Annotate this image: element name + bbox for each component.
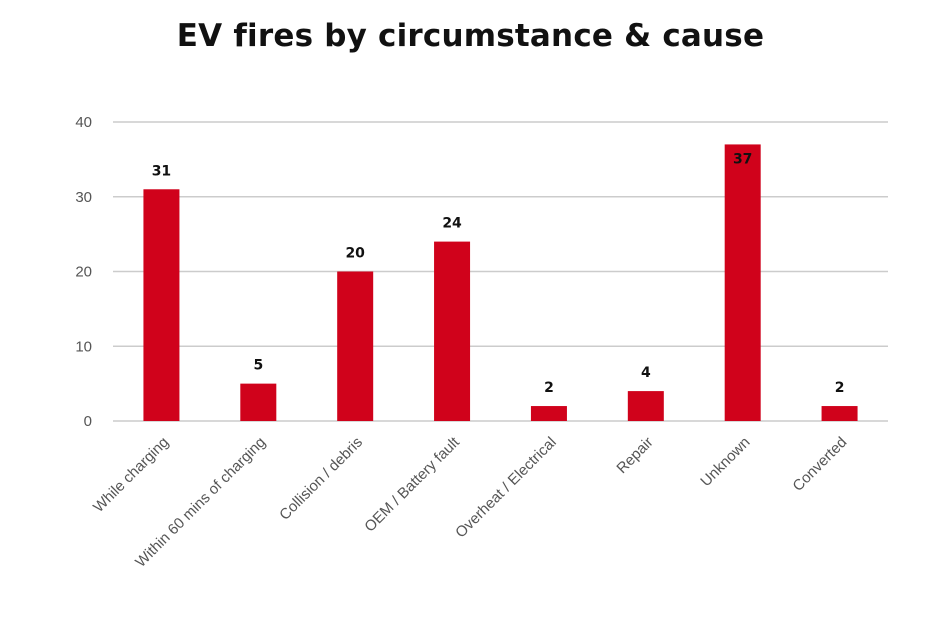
data-label-1: 5 — [253, 358, 263, 374]
x-category-label-5: Repair — [613, 434, 656, 477]
x-category-label-2: Collision / debris — [276, 434, 366, 524]
y-axis-ticks: 0 10 20 30 40 — [75, 114, 92, 430]
bar-within-60-mins-of-charging — [240, 383, 277, 421]
data-label-2: 20 — [345, 246, 365, 262]
y-tick-label-20: 20 — [75, 264, 92, 281]
bar-repair — [627, 391, 664, 421]
x-category-label-3: OEM / Battery fault — [361, 433, 463, 535]
data-label-6: 37 — [733, 151, 752, 167]
bar-collision-debris — [337, 271, 374, 421]
y-tick-label-0: 0 — [84, 413, 92, 430]
x-category-label-0: While charging — [90, 434, 172, 516]
x-category-label-7: Converted — [789, 434, 850, 495]
data-label-3: 24 — [442, 216, 462, 232]
bars — [143, 144, 858, 422]
y-tick-label-40: 40 — [75, 114, 92, 131]
bar-converted — [821, 406, 858, 421]
y-tick-label-10: 10 — [75, 338, 92, 355]
gridlines — [113, 121, 888, 422]
chart-title: EV fires by circumstance & cause — [176, 18, 765, 54]
data-label-7: 2 — [835, 380, 845, 396]
y-tick-label-30: 30 — [75, 189, 92, 206]
bar-overheat-electrical — [530, 406, 567, 421]
data-label-4: 2 — [544, 380, 554, 396]
bar-unknown — [724, 144, 761, 422]
x-category-label-6: Unknown — [697, 434, 753, 490]
bar-while-charging — [143, 189, 180, 421]
data-label-5: 4 — [641, 365, 651, 381]
bar-oem-battery-fault — [434, 241, 471, 421]
data-label-0: 31 — [152, 163, 171, 179]
x-category-label-4: Overheat / Electrical — [452, 434, 560, 542]
